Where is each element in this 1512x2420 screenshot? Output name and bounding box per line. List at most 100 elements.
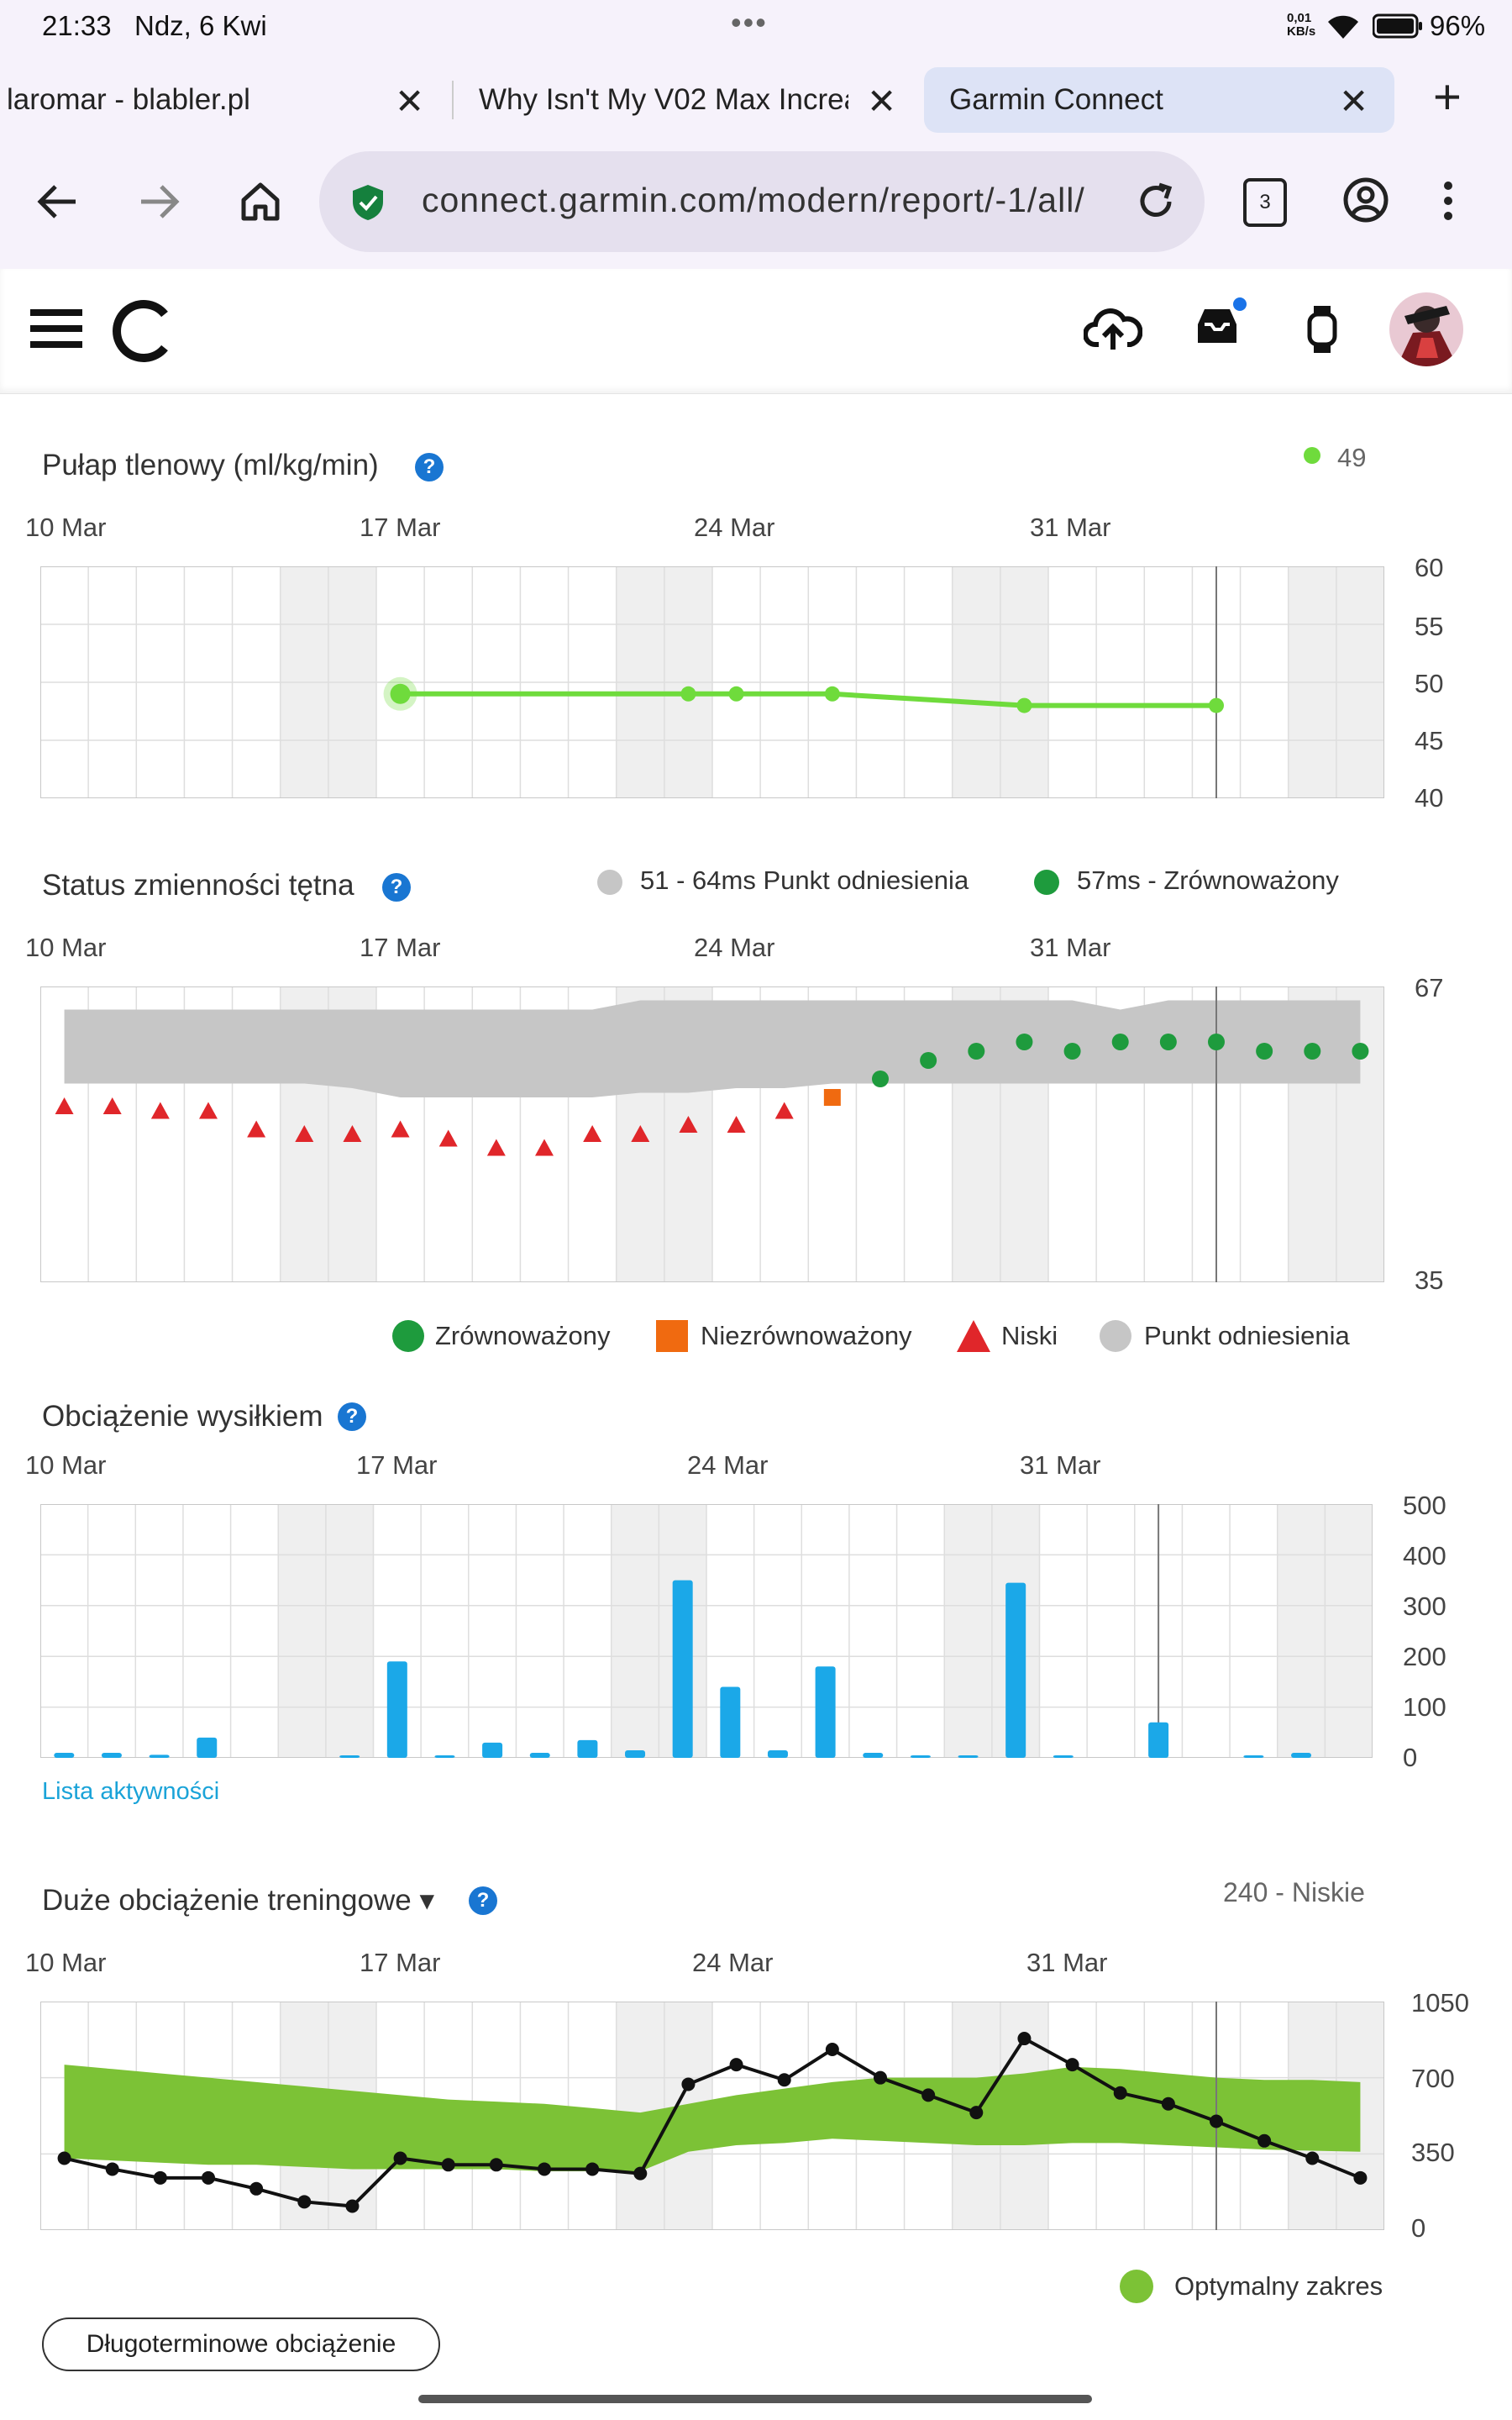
inbox-icon[interactable] bbox=[1193, 297, 1247, 351]
x-tick-label: 31 Mar bbox=[1020, 1450, 1101, 1480]
training-load-point bbox=[105, 2162, 119, 2176]
x-tick-label: 31 Mar bbox=[1030, 513, 1111, 542]
reload-icon[interactable] bbox=[1136, 182, 1176, 222]
training-load-point bbox=[345, 2199, 360, 2213]
y-tick-label: 700 bbox=[1411, 2064, 1455, 2093]
hrv-title: Status zmienności tętna bbox=[42, 869, 354, 902]
hamburger-menu-icon[interactable] bbox=[30, 308, 82, 350]
exercise-load-chart[interactable] bbox=[40, 1504, 1373, 1758]
exercise-load-bar bbox=[1005, 1582, 1026, 1758]
y-tick-label: 67 bbox=[1415, 973, 1444, 1002]
status-date: Ndz, 6 Kwi bbox=[134, 10, 267, 41]
training-load-point bbox=[489, 2158, 503, 2172]
exercise-load-bar bbox=[1291, 1752, 1312, 1758]
x-tick-label: 24 Mar bbox=[694, 513, 775, 542]
forward-icon[interactable] bbox=[138, 183, 180, 220]
vo2max-line bbox=[400, 691, 1216, 708]
x-tick-label: 10 Mar bbox=[25, 513, 107, 542]
training-load-point bbox=[1017, 2032, 1032, 2046]
hrv-help-icon[interactable]: ? bbox=[382, 873, 411, 902]
exercise-load-bar bbox=[815, 1666, 836, 1758]
hrv-balanced-marker bbox=[1016, 1034, 1033, 1050]
exercise-load-bar bbox=[577, 1739, 598, 1758]
training-load-help-icon[interactable]: ? bbox=[469, 1886, 497, 1915]
exercise-load-bar bbox=[672, 1580, 693, 1758]
training-load-point bbox=[825, 2042, 839, 2056]
training-load-point bbox=[874, 2070, 887, 2085]
long-term-load-button[interactable]: Długoterminowe obciążenie bbox=[42, 2317, 440, 2371]
y-tick-label: 300 bbox=[1403, 1591, 1446, 1621]
hrv-chart[interactable] bbox=[40, 986, 1384, 1282]
optimal-range-band bbox=[64, 2065, 1361, 2172]
tab-vo2max-article[interactable]: Why Isn't My V02 Max Increa ✕ bbox=[464, 67, 900, 133]
hrv-low-marker bbox=[247, 1120, 266, 1138]
exercise-load-help-icon[interactable]: ? bbox=[338, 1402, 366, 1431]
training-load-point bbox=[249, 2181, 264, 2196]
x-tick-label: 10 Mar bbox=[25, 1948, 107, 1977]
legend-low: Niski bbox=[1001, 1321, 1058, 1350]
home-icon[interactable] bbox=[239, 180, 282, 224]
notification-dot bbox=[1233, 297, 1247, 311]
y-tick-label: 500 bbox=[1403, 1491, 1446, 1520]
battery-level: 96% bbox=[1430, 10, 1486, 41]
close-icon[interactable]: ✕ bbox=[1339, 82, 1369, 121]
weekend-column bbox=[944, 1504, 992, 1758]
exercise-load-bar bbox=[386, 1661, 407, 1758]
y-tick-label: 100 bbox=[1403, 1692, 1446, 1722]
watch-device-icon[interactable] bbox=[1307, 306, 1337, 353]
hrv-low-marker bbox=[486, 1139, 506, 1156]
vo2max-latest-value: 49 bbox=[1337, 443, 1367, 472]
vo2max-help-icon[interactable]: ? bbox=[415, 453, 444, 481]
new-tab-button[interactable]: + bbox=[1433, 70, 1462, 124]
close-icon[interactable]: ✕ bbox=[395, 82, 425, 121]
avatar[interactable] bbox=[1388, 291, 1465, 368]
training-load-point bbox=[1257, 2133, 1272, 2148]
training-load-chart[interactable] bbox=[40, 2002, 1384, 2230]
hrv-low-marker bbox=[199, 1102, 218, 1119]
garmin-connect-logo-icon[interactable] bbox=[109, 297, 176, 365]
training-load-point bbox=[1210, 2114, 1223, 2128]
exercise-load-bar bbox=[529, 1752, 550, 1758]
weekend-column bbox=[1277, 1504, 1326, 1758]
tab-blabler[interactable]: laromar - blabler.pl ✕ bbox=[0, 67, 445, 133]
tab-title: Garmin Connect bbox=[949, 83, 1163, 116]
weekend-column bbox=[325, 1504, 374, 1758]
hrv-balanced-marker bbox=[968, 1043, 985, 1060]
hrv-balanced-marker bbox=[1256, 1043, 1273, 1060]
vo2max-chart[interactable] bbox=[40, 566, 1384, 798]
account-icon[interactable] bbox=[1342, 176, 1389, 224]
training-load-status: 240 - Niskie bbox=[1223, 1877, 1365, 1907]
menu-kebab-icon[interactable] bbox=[1440, 180, 1457, 222]
tab-count-button[interactable]: 3 bbox=[1243, 178, 1287, 227]
vo2max-point bbox=[390, 683, 411, 704]
weekend-column bbox=[1325, 1504, 1373, 1758]
url-field[interactable]: connect.garmin.com/modern/report/-1/all/ bbox=[319, 151, 1205, 252]
weekend-column bbox=[611, 1504, 659, 1758]
training-load-point bbox=[297, 2195, 312, 2209]
x-tick-label: 31 Mar bbox=[1030, 933, 1111, 962]
x-tick-label: 17 Mar bbox=[360, 933, 441, 962]
exercise-load-bar bbox=[149, 1754, 170, 1758]
exercise-load-bar bbox=[54, 1752, 75, 1758]
hrv-low-marker bbox=[102, 1097, 122, 1114]
back-icon[interactable] bbox=[37, 183, 79, 220]
close-icon[interactable]: ✕ bbox=[867, 82, 897, 121]
x-tick-label: 10 Mar bbox=[25, 1450, 107, 1480]
x-tick-label: 17 Mar bbox=[356, 1450, 438, 1480]
tab-strip: laromar - blabler.pl ✕ Why Isn't My V02 … bbox=[0, 55, 1512, 141]
y-tick-label: 55 bbox=[1415, 612, 1444, 641]
training-load-point bbox=[1305, 2151, 1320, 2165]
training-load-point bbox=[441, 2158, 455, 2172]
hrv-low-marker bbox=[295, 1125, 314, 1142]
y-tick-label: 200 bbox=[1403, 1642, 1446, 1671]
upload-cloud-icon[interactable] bbox=[1084, 306, 1142, 353]
legend-optimal-range: Optymalny zakres bbox=[1174, 2271, 1383, 2301]
training-load-title[interactable]: Duże obciążenie treningowe ▾ bbox=[42, 1884, 435, 1917]
hrv-baseline-range: 51 - 64ms Punkt odniesienia bbox=[640, 865, 969, 895]
low-legend-icon bbox=[957, 1320, 990, 1352]
tab-garmin-connect[interactable]: Garmin Connect ✕ bbox=[924, 67, 1394, 133]
exercise-load-bar bbox=[720, 1686, 741, 1758]
activity-list-link[interactable]: Lista aktywności bbox=[42, 1778, 220, 1805]
training-load-point bbox=[1353, 2170, 1368, 2185]
hrv-low-marker bbox=[343, 1125, 362, 1142]
